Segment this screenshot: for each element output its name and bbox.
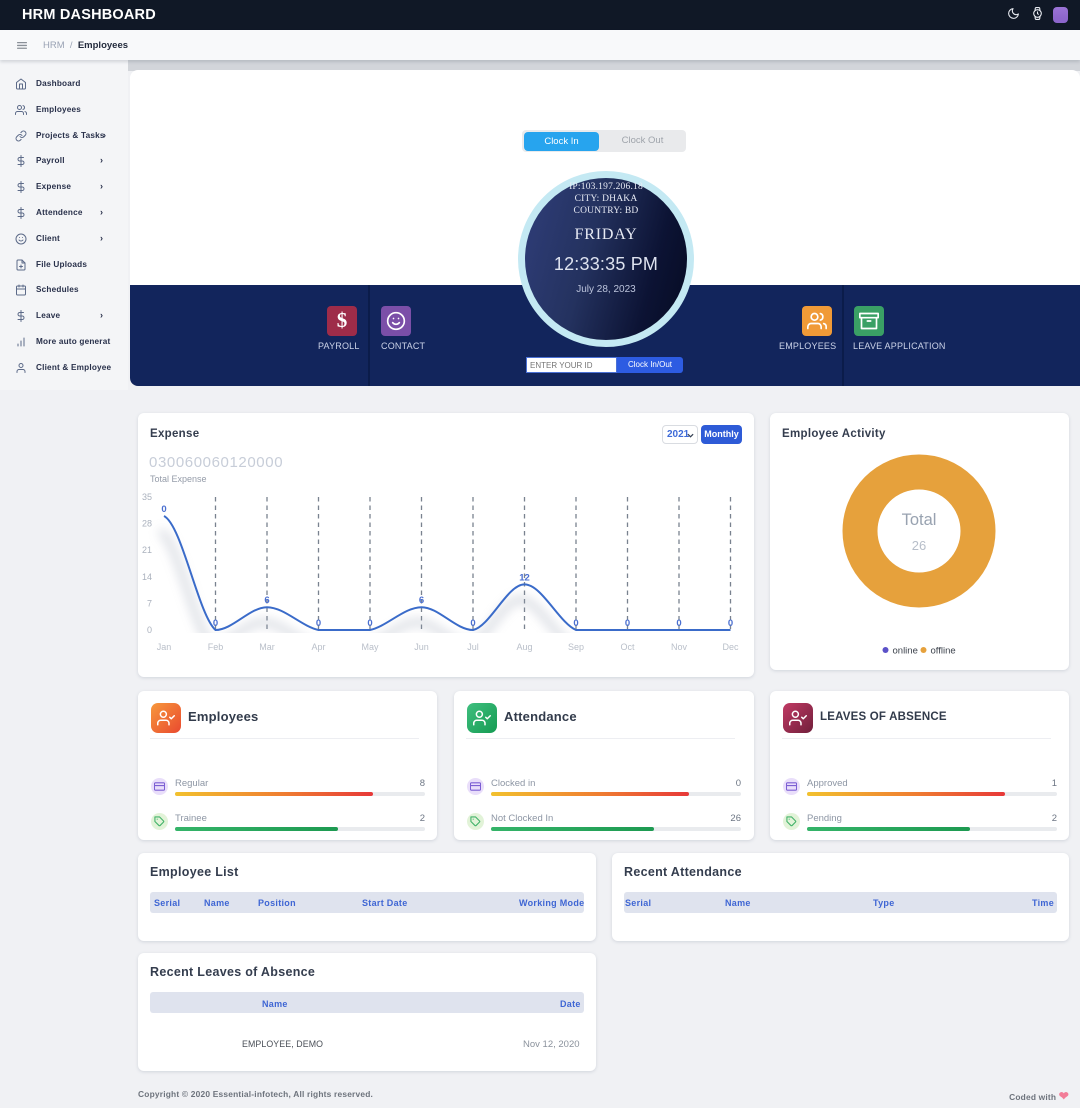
- svg-text:0: 0: [470, 618, 475, 629]
- svg-text:online: online: [893, 646, 918, 657]
- svg-text:0: 0: [625, 618, 630, 629]
- svg-text:Aug: Aug: [516, 642, 532, 652]
- svg-text:Mar: Mar: [259, 642, 275, 652]
- svg-text:12: 12: [519, 572, 530, 583]
- svg-text:6: 6: [419, 595, 424, 606]
- svg-text:0: 0: [161, 504, 166, 515]
- svg-text:May: May: [361, 642, 379, 652]
- svg-text:14: 14: [142, 572, 152, 582]
- svg-text:offline: offline: [931, 646, 956, 657]
- svg-text:26: 26: [912, 538, 926, 553]
- svg-text:Apr: Apr: [311, 642, 325, 652]
- svg-text:Feb: Feb: [208, 642, 224, 652]
- svg-text:Sep: Sep: [568, 642, 584, 652]
- svg-text:0: 0: [316, 618, 321, 629]
- svg-text:35: 35: [142, 492, 152, 502]
- svg-text:Nov: Nov: [671, 642, 688, 652]
- svg-text:Dec: Dec: [722, 642, 739, 652]
- svg-text:Jan: Jan: [157, 642, 172, 652]
- svg-text:Total: Total: [902, 511, 937, 529]
- svg-text:0: 0: [213, 618, 218, 629]
- svg-text:0: 0: [367, 618, 372, 629]
- svg-text:0: 0: [676, 618, 681, 629]
- svg-text:21: 21: [142, 545, 152, 555]
- svg-text:Jun: Jun: [414, 642, 429, 652]
- svg-text:Jul: Jul: [467, 642, 479, 652]
- svg-text:0: 0: [573, 618, 578, 629]
- svg-text:28: 28: [142, 519, 152, 529]
- svg-text:7: 7: [147, 598, 152, 608]
- svg-text:Oct: Oct: [620, 642, 635, 652]
- svg-text:0: 0: [147, 625, 152, 635]
- svg-text:6: 6: [264, 595, 269, 606]
- svg-text:0: 0: [728, 618, 733, 629]
